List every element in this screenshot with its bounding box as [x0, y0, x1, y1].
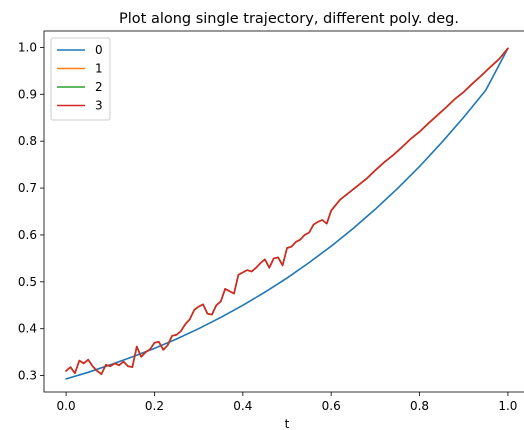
- y-tick-label: 0.7: [18, 181, 37, 195]
- legend-frame: [50, 37, 111, 121]
- x-tick-label: 0.4: [233, 399, 252, 413]
- y-tick-label: 0.3: [18, 369, 37, 383]
- y-tick-label: 0.4: [18, 322, 37, 336]
- y-tick-label: 1.0: [18, 40, 37, 54]
- x-tick-label: 0.8: [410, 399, 429, 413]
- legend-label-3: 3: [95, 99, 103, 113]
- y-tick-label: 0.9: [18, 87, 37, 101]
- chart-title: Plot along single trajectory, different …: [119, 11, 459, 27]
- x-axis: 0.0 0.2 0.4 0.6 0.8 1.0: [57, 392, 517, 413]
- x-axis-label: t: [285, 417, 290, 430]
- legend: 0 1 2 3: [50, 37, 111, 121]
- series-line-3: [65, 47, 509, 375]
- series-layer: [65, 47, 509, 380]
- legend-label-0: 0: [95, 43, 103, 57]
- y-tick-label: 0.5: [18, 275, 37, 289]
- x-tick-label: 1.0: [498, 399, 517, 413]
- x-tick-label: 0.0: [57, 399, 76, 413]
- legend-label-1: 1: [95, 62, 103, 76]
- y-axis: 0.3 0.4 0.5 0.6 0.7 0.8 0.9 1.0: [18, 40, 44, 383]
- axes-frame: [43, 30, 524, 393]
- y-tick-label: 0.6: [18, 228, 37, 242]
- x-tick-label: 0.6: [322, 399, 341, 413]
- axes-background: [44, 31, 524, 392]
- legend-label-2: 2: [95, 80, 103, 94]
- x-tick-label: 0.2: [145, 399, 164, 413]
- plot-area: [44, 31, 524, 392]
- y-tick-label: 0.8: [18, 134, 37, 148]
